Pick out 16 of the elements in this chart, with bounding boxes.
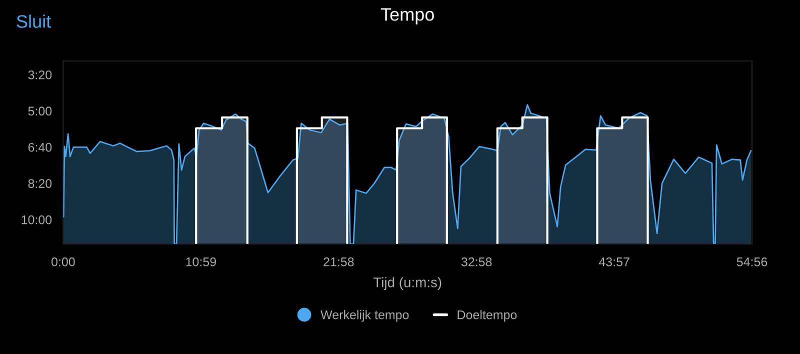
y-tick-label: 5:00 <box>28 106 52 116</box>
legend-label: Doeltempo <box>458 310 517 322</box>
y-tick-label: 8:20 <box>28 179 52 188</box>
x-tick-label: 0:00 <box>52 257 75 266</box>
x-tick-label: 21:58 <box>324 257 354 266</box>
x-tick-label: 10:59 <box>186 257 216 266</box>
legend-label: Werkelijk tempo <box>320 310 409 322</box>
x-tick-label: 54:56 <box>736 257 768 266</box>
x-tick-label: 43:57 <box>598 257 630 266</box>
y-tick-label: 3:20 <box>28 70 52 80</box>
y-tick-label: 10:00 <box>22 215 52 224</box>
chart-title: Tempo <box>380 8 434 24</box>
x-tick-label: 32:58 <box>461 257 492 266</box>
y-tick-label: 6:40 <box>28 142 52 152</box>
x-axis-title: Tijd (u:m:s) <box>373 277 442 290</box>
text: Sluit <box>16 14 51 28</box>
